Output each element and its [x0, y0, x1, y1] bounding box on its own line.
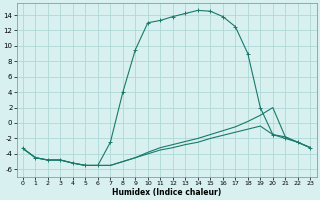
- X-axis label: Humidex (Indice chaleur): Humidex (Indice chaleur): [112, 188, 221, 197]
